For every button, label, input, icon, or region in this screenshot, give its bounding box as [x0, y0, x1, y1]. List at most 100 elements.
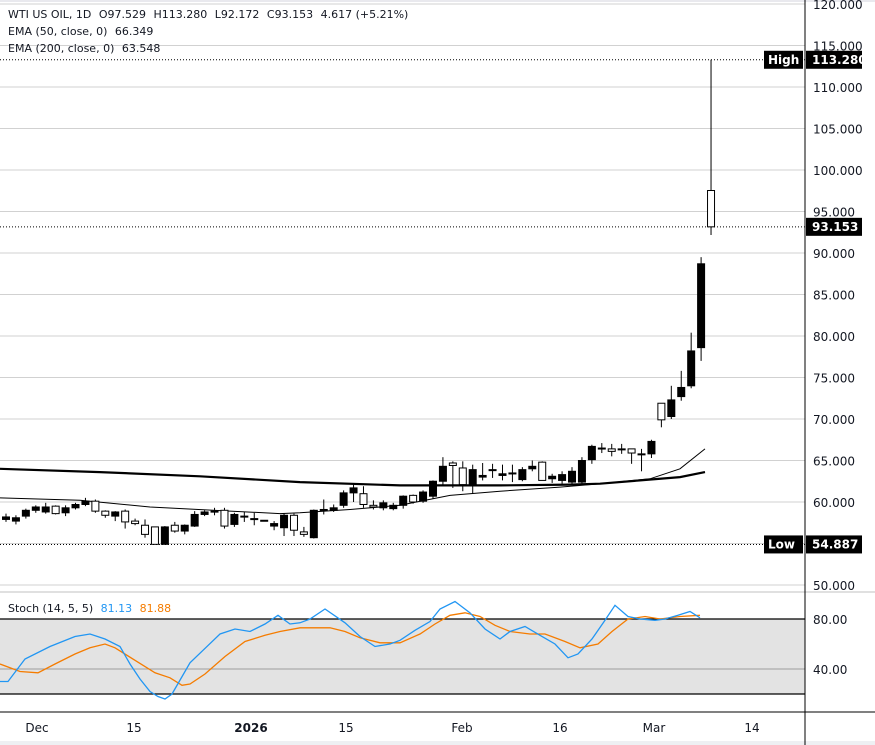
- symbol-label: WTI US OIL, 1D: [8, 8, 92, 21]
- candle[interactable]: [190, 513, 199, 527]
- candle[interactable]: [299, 531, 308, 535]
- stoch-label: Stoch (14, 5, 5): [8, 602, 94, 615]
- candle[interactable]: [448, 462, 457, 466]
- candle[interactable]: [577, 460, 586, 483]
- candle[interactable]: [111, 511, 120, 517]
- stoch-band: [0, 619, 805, 694]
- candle[interactable]: [389, 504, 398, 510]
- candle[interactable]: [597, 447, 606, 450]
- candle[interactable]: [438, 465, 447, 482]
- candle[interactable]: [428, 480, 437, 497]
- stoch-legend[interactable]: Stoch (14, 5, 5) 81.13 81.88: [8, 602, 175, 616]
- price-tick-label: 90.000: [813, 247, 855, 261]
- price-tick-label: 115.000: [813, 40, 863, 54]
- candle[interactable]: [160, 526, 169, 545]
- price-tick-label: 80.000: [813, 330, 855, 344]
- candle[interactable]: [141, 524, 150, 535]
- candle[interactable]: [488, 469, 497, 472]
- candle[interactable]: [31, 506, 40, 511]
- ema200-legend[interactable]: EMA (200, close, 0) 63.548: [8, 42, 164, 56]
- candle[interactable]: [528, 465, 537, 470]
- candle[interactable]: [359, 493, 368, 505]
- candle[interactable]: [260, 519, 269, 522]
- candle[interactable]: [170, 524, 179, 532]
- current-price-tag-value: 93.153: [812, 220, 858, 234]
- price-tick-label: 100.000: [813, 164, 863, 178]
- candle[interactable]: [518, 469, 527, 481]
- time-axis-label: Mar: [643, 721, 666, 735]
- candle[interactable]: [121, 510, 130, 523]
- candle[interactable]: [399, 495, 408, 506]
- candle[interactable]: [617, 448, 626, 451]
- candle[interactable]: [409, 494, 418, 503]
- candle[interactable]: [468, 469, 477, 486]
- candle[interactable]: [319, 508, 328, 511]
- candle[interactable]: [339, 492, 348, 506]
- candle[interactable]: [419, 491, 428, 502]
- candle[interactable]: [11, 517, 20, 522]
- price-tick-label: 95.000: [813, 206, 855, 220]
- candle[interactable]: [667, 399, 676, 418]
- candle[interactable]: [41, 506, 50, 513]
- current-price-tag-value-bg: [806, 217, 862, 236]
- candle[interactable]: [309, 509, 318, 539]
- candle[interactable]: [71, 503, 80, 509]
- candle[interactable]: [548, 475, 557, 480]
- candle[interactable]: [2, 516, 10, 520]
- candle[interactable]: [329, 507, 338, 511]
- candle[interactable]: [21, 509, 30, 517]
- candle[interactable]: [81, 500, 90, 505]
- candle[interactable]: [180, 524, 189, 532]
- price-tick-label: 110.000: [813, 81, 863, 95]
- candle[interactable]: [150, 526, 159, 545]
- candle[interactable]: [677, 386, 686, 398]
- stoch-tick-label: 80.00: [813, 613, 847, 627]
- candle[interactable]: [250, 518, 259, 521]
- candle[interactable]: [220, 509, 229, 527]
- high-tag-value-bg: [806, 50, 862, 69]
- candle[interactable]: [210, 510, 219, 513]
- candle[interactable]: [101, 510, 110, 516]
- ema200-value: 63.548: [121, 42, 161, 55]
- price-tick-label: 70.000: [813, 413, 855, 427]
- low-tag-label-bg: [764, 535, 803, 554]
- time-axis-label: 2026: [234, 721, 267, 735]
- ema50-legend[interactable]: EMA (50, close, 0) 66.349: [8, 25, 157, 39]
- candle[interactable]: [349, 487, 358, 494]
- candle[interactable]: [568, 470, 577, 483]
- candle[interactable]: [538, 461, 547, 481]
- candle[interactable]: [637, 453, 646, 456]
- candle[interactable]: [558, 474, 567, 481]
- ema50-label: EMA (50, close, 0): [8, 25, 108, 38]
- candle[interactable]: [230, 513, 239, 525]
- candle[interactable]: [587, 445, 596, 461]
- candle[interactable]: [270, 523, 279, 527]
- candle[interactable]: [289, 514, 298, 531]
- candle[interactable]: [369, 504, 378, 508]
- high-tag-label-bg: [764, 50, 803, 69]
- high-tag-value: 113.280: [812, 53, 867, 67]
- candle[interactable]: [607, 448, 616, 452]
- price-tick-label: 65.000: [813, 455, 855, 469]
- candle[interactable]: [647, 440, 656, 455]
- candle[interactable]: [200, 511, 209, 515]
- candle[interactable]: [687, 350, 696, 387]
- candle[interactable]: [280, 514, 289, 529]
- candle[interactable]: [51, 505, 60, 515]
- candle[interactable]: [61, 507, 70, 514]
- candle[interactable]: [458, 467, 467, 486]
- candle[interactable]: [478, 474, 487, 478]
- candle[interactable]: [707, 190, 716, 228]
- candle[interactable]: [379, 502, 388, 509]
- bottom-border: [0, 741, 875, 745]
- time-axis-label: Dec: [25, 721, 48, 735]
- candle[interactable]: [131, 520, 140, 525]
- candle[interactable]: [697, 263, 706, 349]
- candle[interactable]: [498, 473, 507, 476]
- candle[interactable]: [627, 448, 636, 454]
- candle[interactable]: [657, 402, 666, 421]
- candle[interactable]: [91, 500, 100, 512]
- candle[interactable]: [508, 472, 517, 475]
- candle[interactable]: [240, 515, 249, 518]
